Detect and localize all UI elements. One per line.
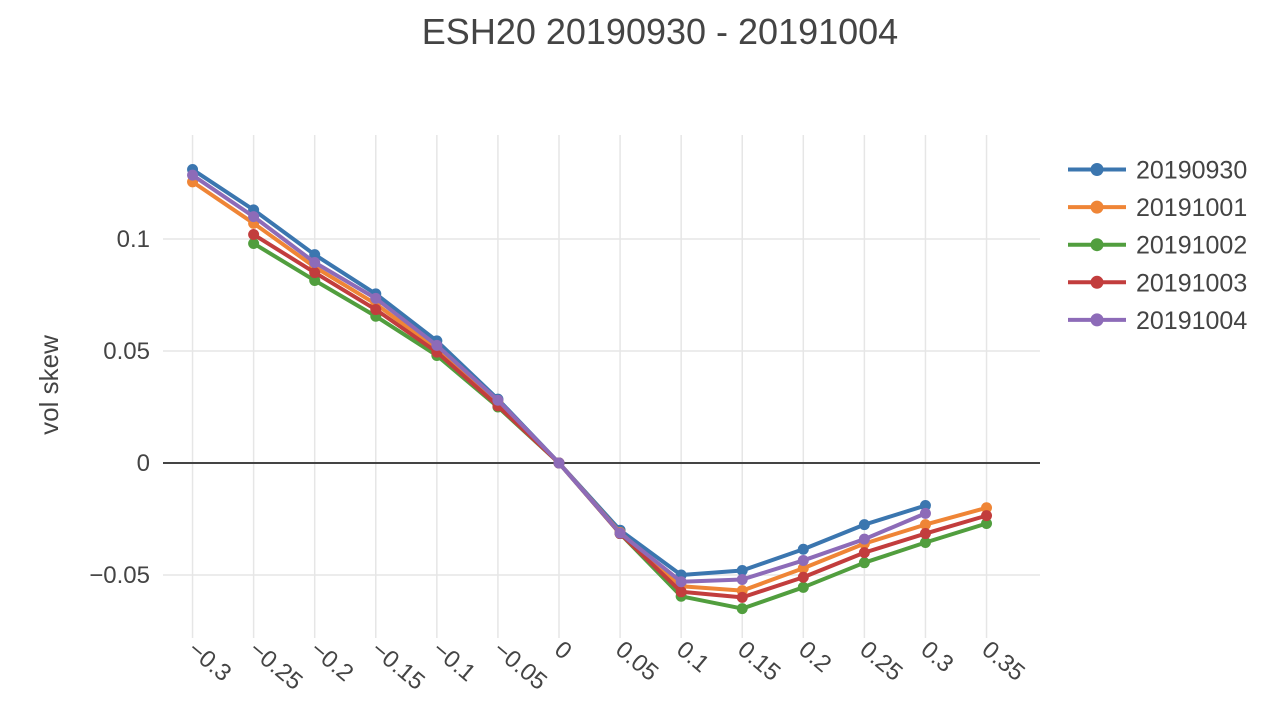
data-point-marker[interactable] bbox=[858, 519, 870, 531]
legend-item-label: 20191001 bbox=[1136, 194, 1247, 222]
x-tick-label: −0.3 bbox=[183, 636, 237, 687]
y-tick-label: 0.05 bbox=[103, 338, 150, 365]
data-point-marker[interactable] bbox=[981, 517, 993, 529]
data-point-marker[interactable] bbox=[431, 339, 443, 351]
data-point-marker[interactable] bbox=[981, 502, 993, 514]
data-point-marker[interactable] bbox=[370, 292, 382, 304]
data-point-marker[interactable] bbox=[919, 519, 931, 531]
legend-item-label: 20190930 bbox=[1136, 157, 1247, 185]
legend-swatch-marker bbox=[1090, 163, 1104, 176]
data-point-marker[interactable] bbox=[553, 457, 565, 469]
x-tick-label: −0.05 bbox=[488, 636, 552, 696]
data-point-marker[interactable] bbox=[309, 267, 321, 279]
data-point-marker[interactable] bbox=[919, 507, 931, 519]
data-point-marker[interactable] bbox=[248, 229, 260, 241]
data-point-marker[interactable] bbox=[797, 543, 809, 555]
series-20191004 bbox=[187, 169, 931, 588]
data-point-marker[interactable] bbox=[248, 237, 260, 249]
x-tick-label: 0.05 bbox=[610, 636, 663, 687]
data-point-marker[interactable] bbox=[675, 586, 687, 598]
data-point-marker[interactable] bbox=[675, 576, 687, 588]
series-layer bbox=[187, 164, 993, 615]
data-point-marker[interactable] bbox=[736, 591, 748, 603]
legend-swatch-marker bbox=[1090, 275, 1104, 289]
legend-item-label: 20191004 bbox=[1136, 307, 1247, 335]
data-point-marker[interactable] bbox=[797, 581, 809, 593]
x-tick-label: 0.2 bbox=[793, 636, 836, 678]
data-point-marker[interactable] bbox=[614, 527, 626, 539]
data-point-marker[interactable] bbox=[248, 211, 260, 223]
legend-item-label: 20191002 bbox=[1136, 232, 1247, 260]
legend-item-label: 20191003 bbox=[1136, 269, 1247, 297]
data-point-marker[interactable] bbox=[919, 500, 931, 512]
data-point-marker[interactable] bbox=[858, 557, 870, 569]
data-point-marker[interactable] bbox=[736, 573, 748, 585]
x-axis-tick-labels: −0.3 −0.25−0.2 −0.15−0.1 −0.050 0.05 0.1 0.15 0… bbox=[183, 636, 1030, 696]
data-point-marker[interactable] bbox=[309, 257, 321, 269]
data-point-marker[interactable] bbox=[858, 547, 870, 559]
data-point-marker[interactable] bbox=[736, 565, 748, 577]
series-line-20191001 bbox=[190, 179, 989, 593]
legend-item-20191004[interactable]: 20191004 bbox=[1068, 307, 1247, 335]
x-tick-label: 0.1 bbox=[671, 636, 714, 678]
legend: 20190930 20191001 20191002 20191003 20191004 bbox=[1068, 157, 1247, 335]
data-point-marker[interactable] bbox=[981, 510, 993, 522]
x-tick-label: −0.15 bbox=[366, 636, 430, 696]
x-tick-label: 0 bbox=[549, 636, 577, 665]
data-point-marker[interactable] bbox=[919, 528, 931, 540]
data-point-marker[interactable] bbox=[309, 249, 321, 261]
x-tick-label: 0.15 bbox=[732, 636, 785, 687]
data-point-marker[interactable] bbox=[797, 571, 809, 583]
y-tick-label: 0.1 bbox=[117, 226, 150, 253]
y-tick-label: −0.05 bbox=[89, 562, 150, 589]
x-tick-label: 0.3 bbox=[916, 636, 959, 678]
legend-item-20190930[interactable]: 20190930 bbox=[1068, 157, 1247, 185]
data-point-marker[interactable] bbox=[187, 169, 199, 181]
legend-item-20191002[interactable]: 20191002 bbox=[1068, 232, 1247, 260]
data-point-marker[interactable] bbox=[797, 554, 809, 566]
y-axis-tick-labels: 0.1 0.05 0 −0.05 bbox=[89, 226, 150, 589]
x-tick-label: 0.25 bbox=[855, 636, 908, 687]
x-tick-label: −0.25 bbox=[244, 636, 308, 696]
x-tick-label: −0.2 bbox=[305, 636, 359, 687]
data-point-marker[interactable] bbox=[797, 562, 809, 574]
y-axis-title: vol skew bbox=[34, 335, 64, 435]
legend-item-20191001[interactable]: 20191001 bbox=[1068, 194, 1247, 222]
legend-item-20191003[interactable]: 20191003 bbox=[1068, 269, 1247, 297]
legend-swatch-marker bbox=[1090, 200, 1104, 214]
gridlines-layer bbox=[163, 135, 1040, 638]
chart-title: ESH20 20190930 - 20191004 bbox=[422, 11, 898, 52]
legend-swatch-marker bbox=[1090, 238, 1104, 252]
data-point-marker[interactable] bbox=[919, 537, 931, 549]
y-tick-label: 0 bbox=[137, 450, 150, 477]
data-point-marker[interactable] bbox=[736, 603, 748, 615]
legend-swatch-marker bbox=[1090, 313, 1104, 327]
x-tick-label: 0.35 bbox=[977, 636, 1030, 687]
x-tick-label: −0.1 bbox=[427, 636, 481, 687]
data-point-marker[interactable] bbox=[858, 533, 870, 545]
data-point-marker[interactable] bbox=[309, 274, 321, 286]
data-point-marker[interactable] bbox=[492, 394, 504, 406]
data-point-marker[interactable] bbox=[370, 304, 382, 316]
